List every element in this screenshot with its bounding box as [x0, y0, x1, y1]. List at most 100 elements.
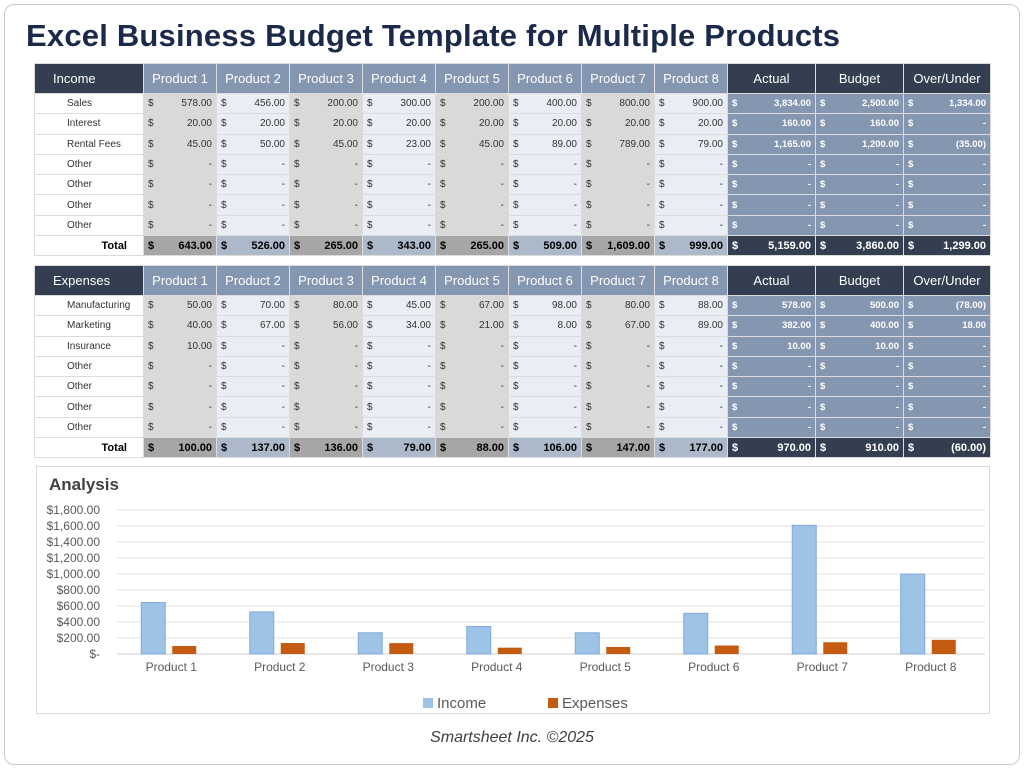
amount-cell[interactable]: $ - — [362, 376, 436, 398]
amount-cell[interactable]: $ - — [815, 416, 904, 439]
amount-cell[interactable]: $970.00 — [727, 437, 816, 459]
amount-cell[interactable]: $ - — [289, 153, 363, 176]
amount-cell[interactable]: $ - — [654, 416, 728, 439]
amount-cell[interactable]: $2,500.00 — [815, 92, 904, 115]
bar-income[interactable] — [574, 632, 600, 655]
amount-cell[interactable]: $ - — [508, 335, 582, 357]
amount-cell[interactable]: $ - — [654, 335, 728, 357]
amount-cell[interactable]: $ - — [581, 376, 655, 398]
amount-cell[interactable]: $ - — [727, 355, 816, 378]
amount-cell[interactable]: $ - — [216, 153, 290, 176]
amount-cell[interactable]: $ - — [508, 396, 582, 418]
amount-cell[interactable]: $ - — [508, 376, 582, 398]
amount-cell[interactable]: $160.00 — [815, 113, 904, 135]
amount-cell[interactable]: $ - — [362, 214, 436, 237]
amount-cell[interactable]: $ - — [815, 396, 904, 418]
amount-cell[interactable]: $45.00 — [435, 133, 509, 155]
amount-cell[interactable]: $45.00 — [143, 133, 217, 155]
amount-cell[interactable]: $ - — [435, 174, 509, 196]
amount-cell[interactable]: $ - — [903, 335, 991, 357]
amount-cell[interactable]: $20.00 — [435, 113, 509, 135]
amount-cell[interactable]: $3,834.00 — [727, 92, 816, 115]
bar-expenses[interactable] — [280, 643, 305, 654]
amount-cell[interactable]: $ - — [362, 174, 436, 196]
amount-cell[interactable]: $45.00 — [289, 133, 363, 155]
bar-expenses[interactable] — [606, 646, 631, 654]
amount-cell[interactable]: $578.00 — [727, 294, 816, 317]
amount-cell[interactable]: $20.00 — [508, 113, 582, 135]
amount-cell[interactable]: $300.00 — [362, 92, 436, 115]
amount-cell[interactable]: $ - — [815, 153, 904, 176]
amount-cell[interactable]: $800.00 — [581, 92, 655, 115]
amount-cell[interactable]: $ - — [903, 214, 991, 237]
amount-cell[interactable]: $ - — [508, 153, 582, 176]
amount-cell[interactable]: $10.00 — [727, 335, 816, 357]
amount-cell[interactable]: $80.00 — [581, 294, 655, 317]
amount-cell[interactable]: $343.00 — [362, 235, 436, 257]
amount-cell[interactable]: $382.00 — [727, 315, 816, 337]
amount-cell[interactable]: $67.00 — [581, 315, 655, 337]
amount-cell[interactable]: $20.00 — [143, 113, 217, 135]
amount-cell[interactable]: $ - — [654, 194, 728, 216]
amount-cell[interactable]: $1,165.00 — [727, 133, 816, 155]
amount-cell[interactable]: $67.00 — [216, 315, 290, 337]
amount-cell[interactable]: $ - — [581, 335, 655, 357]
bar-expenses[interactable] — [714, 645, 739, 654]
amount-cell[interactable]: $ - — [581, 416, 655, 439]
amount-cell[interactable]: $89.00 — [654, 315, 728, 337]
amount-cell[interactable]: $ - — [143, 376, 217, 398]
amount-cell[interactable]: $136.00 — [289, 437, 363, 459]
amount-cell[interactable]: $ - — [903, 113, 991, 135]
amount-cell[interactable]: $10.00 — [143, 335, 217, 357]
amount-cell[interactable]: $ - — [362, 335, 436, 357]
bar-income[interactable] — [683, 612, 709, 655]
amount-cell[interactable]: $ - — [815, 194, 904, 216]
amount-cell[interactable]: $20.00 — [216, 113, 290, 135]
amount-cell[interactable]: $160.00 — [727, 113, 816, 135]
amount-cell[interactable]: $23.00 — [362, 133, 436, 155]
amount-cell[interactable]: $ - — [143, 355, 217, 378]
amount-cell[interactable]: $ - — [289, 174, 363, 196]
amount-cell[interactable]: $ - — [815, 174, 904, 196]
amount-cell[interactable]: $265.00 — [289, 235, 363, 257]
bar-expenses[interactable] — [931, 639, 956, 654]
amount-cell[interactable]: $ - — [654, 376, 728, 398]
amount-cell[interactable]: $ - — [581, 194, 655, 216]
amount-cell[interactable]: $ - — [727, 396, 816, 418]
amount-cell[interactable]: $100.00 — [143, 437, 217, 459]
amount-cell[interactable]: $50.00 — [216, 133, 290, 155]
amount-cell[interactable]: $1,200.00 — [815, 133, 904, 155]
amount-cell[interactable]: $ - — [654, 355, 728, 378]
amount-cell[interactable]: $ - — [435, 214, 509, 237]
amount-cell[interactable]: $509.00 — [508, 235, 582, 257]
amount-cell[interactable]: $79.00 — [654, 133, 728, 155]
amount-cell[interactable]: $20.00 — [581, 113, 655, 135]
amount-cell[interactable]: $ - — [362, 355, 436, 378]
amount-cell[interactable]: $ - — [435, 355, 509, 378]
amount-cell[interactable]: $ - — [903, 153, 991, 176]
amount-cell[interactable]: $ - — [508, 416, 582, 439]
amount-cell[interactable]: $ - — [216, 174, 290, 196]
amount-cell[interactable]: $910.00 — [815, 437, 904, 459]
amount-cell[interactable]: $1,334.00 — [903, 92, 991, 115]
amount-cell[interactable]: $ - — [362, 153, 436, 176]
amount-cell[interactable]: $ - — [143, 396, 217, 418]
amount-cell[interactable]: $ - — [143, 214, 217, 237]
amount-cell[interactable]: $ - — [654, 174, 728, 196]
amount-cell[interactable]: $50.00 — [143, 294, 217, 317]
amount-cell[interactable]: $ - — [581, 153, 655, 176]
bar-expenses[interactable] — [389, 643, 414, 654]
amount-cell[interactable]: $526.00 — [216, 235, 290, 257]
amount-cell[interactable]: $ - — [216, 335, 290, 357]
amount-cell[interactable]: $1,609.00 — [581, 235, 655, 257]
amount-cell[interactable]: $8.00 — [508, 315, 582, 337]
amount-cell[interactable]: $ - — [143, 174, 217, 196]
amount-cell[interactable]: $578.00 — [143, 92, 217, 115]
amount-cell[interactable]: $ - — [289, 335, 363, 357]
amount-cell[interactable]: $643.00 — [143, 235, 217, 257]
amount-cell[interactable]: $ - — [903, 416, 991, 439]
amount-cell[interactable]: $ - — [362, 194, 436, 216]
amount-cell[interactable]: $ - — [289, 416, 363, 439]
amount-cell[interactable]: $ - — [435, 194, 509, 216]
amount-cell[interactable]: $88.00 — [654, 294, 728, 317]
